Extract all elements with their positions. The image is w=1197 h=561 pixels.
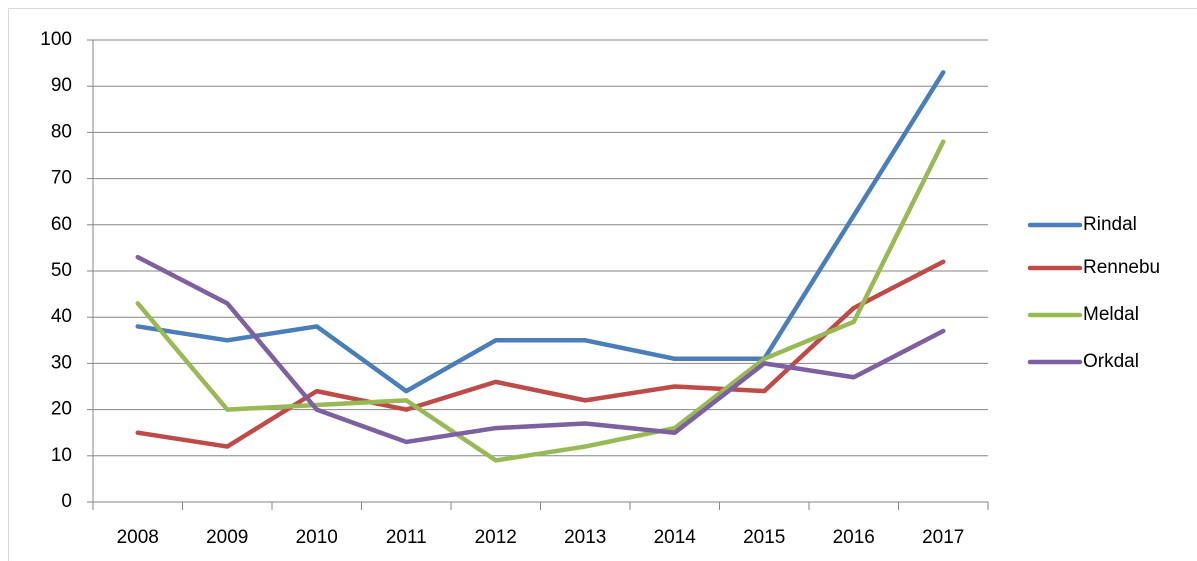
x-tick-label: 2012 [475,527,517,548]
y-tick-label: 40 [51,306,72,327]
x-tick-label: 2015 [743,527,785,548]
y-tick-label: 10 [51,445,72,466]
x-tick-label: 2017 [922,527,964,548]
x-tick-label: 2009 [206,527,248,548]
legend-label: Rindal [1083,214,1137,235]
y-tick-label: 80 [51,121,72,142]
series-line [135,70,946,394]
y-tick-label: 70 [51,168,72,189]
legend-label: Meldal [1083,304,1139,325]
x-tick-label: 2010 [296,527,338,548]
x-tick-label: 2014 [654,527,697,548]
series-line [135,139,946,463]
y-tick-label: 100 [40,29,72,50]
series-line [135,254,946,445]
y-tick-label: 0 [61,491,72,512]
y-tick-label: 50 [51,260,72,281]
y-tick-label: 20 [51,399,72,420]
y-tick-label: 90 [51,75,72,96]
legend-label: Orkdal [1083,351,1139,372]
x-tick-label: 2008 [117,527,159,548]
x-tick-label: 2016 [833,527,875,548]
series-line [135,259,946,449]
y-tick-label: 60 [51,214,72,235]
legend-label: Rennebu [1083,257,1160,278]
x-tick-label: 2013 [564,527,606,548]
x-tick-label: 2011 [386,527,427,548]
y-tick-label: 30 [51,352,72,373]
